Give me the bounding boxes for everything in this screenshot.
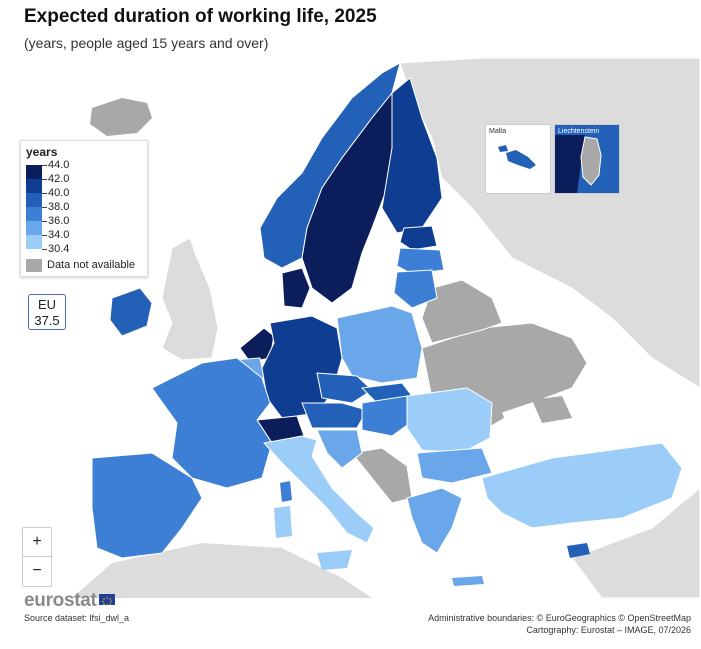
zoom-control: + − — [22, 527, 52, 587]
legend-tick — [42, 193, 47, 194]
eu-badge-value: 37.5 — [34, 313, 60, 328]
region-hungary — [361, 395, 418, 437]
region-sardinia — [274, 506, 292, 538]
legend-label-1: 42.0 — [48, 173, 70, 185]
liechtenstein-inset-canvas — [555, 135, 602, 193]
zoom-out-button[interactable]: − — [32, 562, 42, 579]
legend-tick — [42, 207, 47, 208]
region-denmark — [281, 267, 311, 309]
region-malta — [506, 150, 536, 169]
zoom-in-button[interactable]: + — [32, 533, 42, 550]
region-crete — [452, 576, 484, 586]
legend-tick — [42, 221, 47, 222]
region-liechtenstein-surround — [555, 135, 585, 193]
malta-inset-label: Malta — [489, 128, 507, 135]
region-lithuania — [393, 269, 438, 309]
legend-tick — [42, 249, 47, 250]
legend-tick — [42, 179, 47, 180]
legend-label-3: 38.0 — [48, 201, 70, 213]
legend-swatch-5 — [26, 221, 42, 235]
region-latvia — [396, 247, 445, 275]
legend-label-6: 30.4 — [48, 243, 70, 255]
legend-swatch-3 — [26, 193, 42, 207]
region-liechtenstein — [580, 136, 602, 186]
legend-label-5: 34.0 — [48, 229, 70, 241]
region-turkey — [481, 442, 683, 529]
malta-inset[interactable]: Malta — [485, 124, 551, 194]
region-spain-portugal — [91, 452, 203, 559]
legend-label-0: 44.0 — [48, 159, 70, 171]
region-bulgaria — [416, 447, 493, 484]
region-czechia — [316, 372, 373, 404]
map-subtitle: (years, people aged 15 years and over) — [24, 35, 269, 51]
region-slovenia-croatia — [316, 429, 363, 469]
eu-average-badge: EU 37.5 — [28, 294, 66, 330]
region-corsica — [280, 481, 292, 502]
legend-na-label: Data not available — [47, 259, 136, 271]
map-title: Expected duration of working life, 2025 — [24, 6, 377, 27]
region-iceland-grey — [90, 98, 152, 136]
cartography-credit: Cartography: Eurostat – IMAGE, 07/2026 — [526, 625, 691, 635]
legend-swatch-6 — [26, 235, 42, 249]
legend-title: years — [26, 145, 58, 159]
region-romania — [406, 387, 493, 454]
boundaries-credit: Administrative boundaries: © EuroGeograp… — [428, 613, 691, 623]
zoom-divider — [23, 556, 51, 557]
region-poland — [336, 305, 423, 384]
legend-tick — [42, 165, 47, 166]
legend-na-swatch — [26, 259, 42, 272]
eu-flag-icon — [99, 594, 115, 606]
region-baltics-north — [399, 225, 438, 251]
legend-swatch-4 — [26, 207, 42, 221]
malta-inset-canvas — [498, 145, 536, 169]
source-dataset: Source dataset: lfsi_dwl_a — [24, 613, 130, 623]
region-cyprus — [567, 543, 590, 558]
region-belarus-grey — [421, 279, 503, 344]
eurostat-logo[interactable]: eurostat — [24, 590, 97, 611]
legend-label-2: 40.0 — [48, 187, 70, 199]
region-sicily — [317, 550, 352, 570]
region-gozo — [498, 145, 508, 152]
region-greece — [406, 487, 463, 554]
legend: years 44.0 42.0 40.0 38.0 36.0 34.0 30.4… — [20, 140, 148, 277]
legend-swatch-1 — [26, 165, 42, 179]
liechtenstein-inset[interactable]: Liechtenstein — [554, 124, 620, 194]
region-nordic-east-background — [399, 58, 700, 598]
region-italy — [263, 435, 375, 544]
region-ireland — [109, 287, 153, 337]
legend-swatch-2 — [26, 179, 42, 193]
eu-badge-label: EU — [37, 297, 57, 312]
region-georgia-grey — [532, 396, 572, 423]
liechtenstein-inset-label: Liechtenstein — [558, 128, 600, 135]
region-uk-background — [161, 237, 219, 361]
region-north-africa-background — [72, 543, 372, 598]
legend-tick — [42, 235, 47, 236]
legend-label-4: 36.0 — [48, 215, 70, 227]
